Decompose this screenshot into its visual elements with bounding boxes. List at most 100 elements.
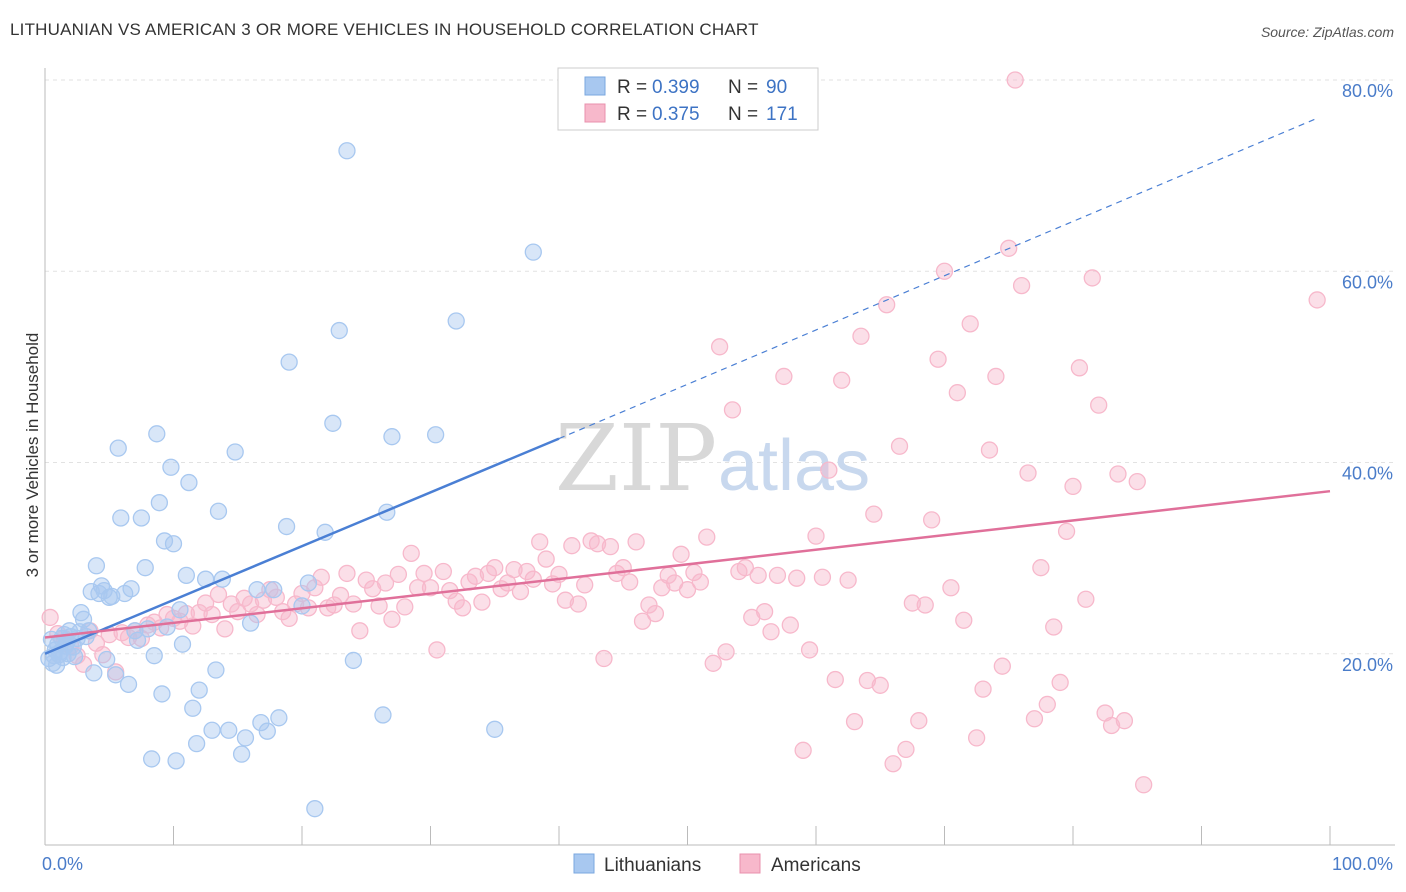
point-lithuanians-35: [109, 439, 127, 457]
point-americans-63: [447, 592, 465, 610]
trend-extension-lithuanians: [558, 117, 1318, 440]
point-americans-102: [698, 528, 716, 546]
point-americans-58: [415, 564, 433, 583]
watermark-zip: ZIP: [555, 405, 717, 512]
point-lithuanians-84: [330, 321, 348, 340]
bottom-legend-swatch-americans: [739, 853, 761, 874]
point-lithuanians-83: [324, 414, 342, 432]
point-lithuanians-71: [241, 614, 260, 632]
point-americans-119: [807, 527, 825, 545]
point-lithuanians-63: [203, 721, 221, 739]
point-lithuanians-75: [265, 581, 283, 599]
point-americans-91: [627, 533, 645, 551]
chart-source: Source: ZipAtlas.com: [1260, 24, 1394, 40]
point-americans-153: [1025, 710, 1044, 728]
point-americans-112: [762, 623, 780, 641]
point-lithuanians-33: [103, 587, 121, 606]
point-americans-138: [929, 350, 947, 368]
point-lithuanians-85: [338, 142, 356, 160]
point-americans-72: [505, 560, 523, 579]
point-lithuanians-72: [248, 581, 266, 599]
bottom-legend-label-americans: Americans: [771, 855, 861, 876]
x-tick-label-max: 100.0%: [1332, 854, 1393, 874]
legend-n-value-1: 90: [766, 77, 787, 98]
point-lithuanians-27: [87, 557, 106, 575]
point-lithuanians-31: [98, 650, 116, 669]
point-lithuanians-64: [207, 661, 225, 679]
point-lithuanians-92: [486, 720, 504, 738]
y-tick-label-80: 80.0%: [1342, 81, 1393, 101]
point-americans-170: [1308, 291, 1326, 309]
point-lithuanians-67: [220, 721, 238, 739]
y-axis-label: 3 or more Vehicles in Household: [23, 333, 42, 578]
point-americans-98: [672, 545, 690, 563]
point-lithuanians-81: [306, 800, 324, 818]
point-americans-122: [826, 670, 844, 689]
point-americans-158: [1057, 522, 1076, 540]
point-americans-155: [1038, 695, 1056, 714]
bottom-legend-swatch-lithuanians: [573, 853, 595, 874]
bottom-legend: Lithuanians Americans: [573, 853, 861, 876]
point-americans-69: [486, 559, 504, 577]
x-tick-label-min: 0.0%: [42, 854, 83, 874]
point-americans-85: [588, 535, 607, 553]
point-americans-125: [845, 712, 864, 731]
point-americans-116: [788, 569, 806, 587]
point-lithuanians-58: [180, 473, 198, 492]
point-americans-46: [338, 564, 356, 583]
point-americans-154: [1032, 559, 1050, 577]
point-lithuanians-90: [426, 426, 445, 444]
point-americans-82: [569, 595, 587, 613]
point-americans-156: [1045, 618, 1063, 636]
point-americans-142: [955, 611, 973, 629]
point-lithuanians-51: [158, 618, 176, 636]
point-lithuanians-93: [524, 243, 542, 261]
point-lithuanians-57: [177, 566, 196, 584]
point-americans-49: [357, 571, 375, 589]
point-americans-137: [923, 511, 941, 529]
point-americans-113: [768, 566, 787, 584]
point-lithuanians-69: [232, 745, 251, 763]
point-americans-55: [396, 598, 414, 616]
point-lithuanians-46: [145, 647, 163, 665]
legend-r-label-1: R =: [617, 77, 647, 98]
point-americans-90: [621, 573, 639, 591]
point-americans-144: [967, 729, 986, 747]
point-americans-120: [813, 568, 832, 586]
point-americans-81: [563, 537, 581, 555]
point-americans-0: [41, 608, 59, 627]
point-americans-148: [993, 657, 1011, 675]
point-americans-77: [537, 550, 555, 568]
point-lithuanians-80: [299, 574, 318, 592]
point-lithuanians-86: [344, 651, 363, 670]
point-americans-161: [1077, 590, 1095, 608]
point-lithuanians-36: [112, 509, 130, 527]
point-lithuanians-45: [143, 750, 161, 768]
axes: 20.0% 40.0% 60.0% 80.0% 0.0% 100.0%: [42, 68, 1395, 874]
point-americans-132: [890, 437, 909, 455]
point-americans-159: [1064, 477, 1082, 496]
y-tick-label-40: 40.0%: [1342, 464, 1393, 484]
point-americans-52: [376, 574, 395, 592]
point-americans-139: [935, 262, 954, 280]
bottom-legend-label-lithuanians: Lithuanians: [604, 855, 701, 876]
point-americans-103: [704, 654, 722, 672]
point-americans-123: [833, 371, 851, 389]
point-americans-150: [1006, 71, 1024, 89]
point-americans-143: [961, 315, 979, 333]
trend-lines: [44, 117, 1331, 655]
point-lithuanians-91: [447, 312, 465, 330]
point-lithuanians-73: [252, 713, 270, 732]
legend-n-label-1: N =: [728, 77, 758, 98]
point-americans-67: [473, 593, 491, 611]
point-lithuanians-55: [171, 601, 189, 619]
point-americans-140: [942, 579, 960, 597]
point-americans-56: [402, 544, 420, 562]
point-americans-166: [1109, 465, 1127, 483]
point-americans-76: [531, 533, 549, 551]
point-americans-94: [646, 604, 665, 623]
point-americans-117: [794, 741, 812, 759]
point-americans-124: [839, 571, 857, 589]
point-americans-160: [1070, 359, 1089, 377]
point-americans-151: [1012, 276, 1031, 295]
